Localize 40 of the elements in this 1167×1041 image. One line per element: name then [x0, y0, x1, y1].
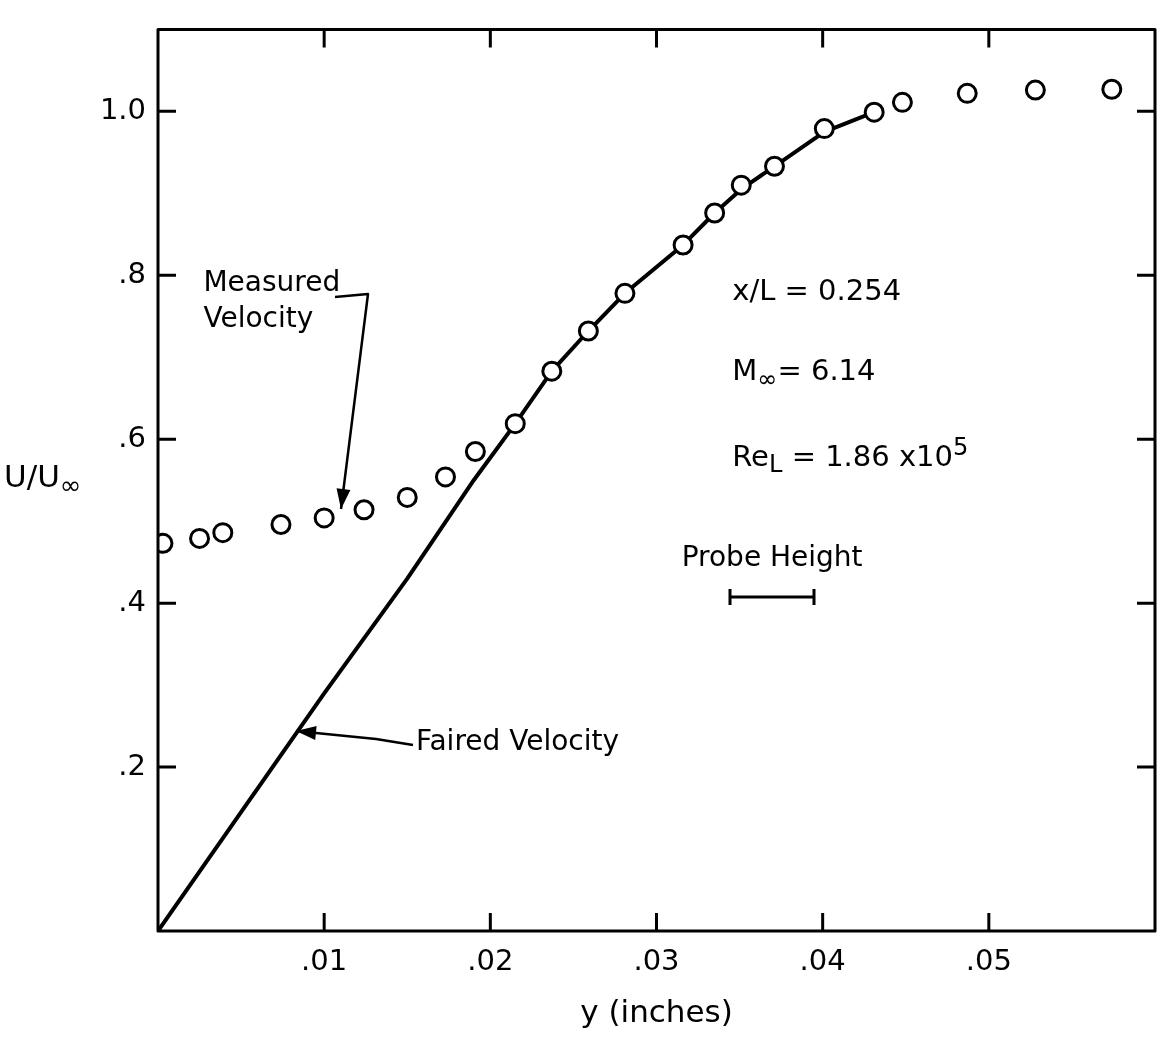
point	[434, 466, 456, 488]
y-tick-label: .2	[118, 747, 146, 782]
point	[730, 174, 752, 196]
annotation: Probe Height	[680, 539, 864, 576]
x-axis-title: y (inches)	[580, 993, 733, 1030]
annotation: Re$_{L}$ = 1.86 x10$^{5}$	[732, 432, 969, 479]
point	[464, 441, 486, 463]
point	[541, 360, 563, 382]
point	[1101, 78, 1123, 100]
point	[189, 527, 211, 549]
point	[504, 413, 526, 435]
annotation: Measured Velocity	[203, 264, 342, 337]
point	[577, 320, 599, 342]
y-tick-label: .8	[118, 255, 146, 290]
x-tick-label: .04	[799, 942, 846, 977]
point	[396, 486, 418, 508]
x-tick-label: .02	[467, 942, 514, 977]
annotation: M$_{∞}$= 6.14	[732, 352, 876, 393]
y-tick-label: .4	[118, 583, 146, 618]
point	[891, 91, 913, 113]
annotation: x/L = 0.254	[732, 272, 902, 307]
point	[813, 118, 835, 140]
point	[1024, 79, 1046, 101]
x-tick-label: .01	[301, 942, 348, 977]
point	[956, 82, 978, 104]
y-axis-title: U/U$_{∞}$	[4, 458, 82, 501]
point	[763, 155, 785, 177]
point	[614, 282, 636, 304]
annotation: Faired Velocity	[415, 723, 620, 759]
point	[270, 513, 292, 535]
y-tick-label: 1.0	[99, 91, 146, 126]
point	[212, 522, 234, 544]
point	[353, 499, 375, 521]
point	[313, 507, 335, 529]
point	[704, 202, 726, 224]
point	[863, 101, 885, 123]
x-tick-label: .03	[633, 942, 680, 977]
y-tick-label: .6	[118, 419, 146, 454]
x-tick-label: .05	[965, 942, 1012, 977]
point	[672, 234, 694, 256]
